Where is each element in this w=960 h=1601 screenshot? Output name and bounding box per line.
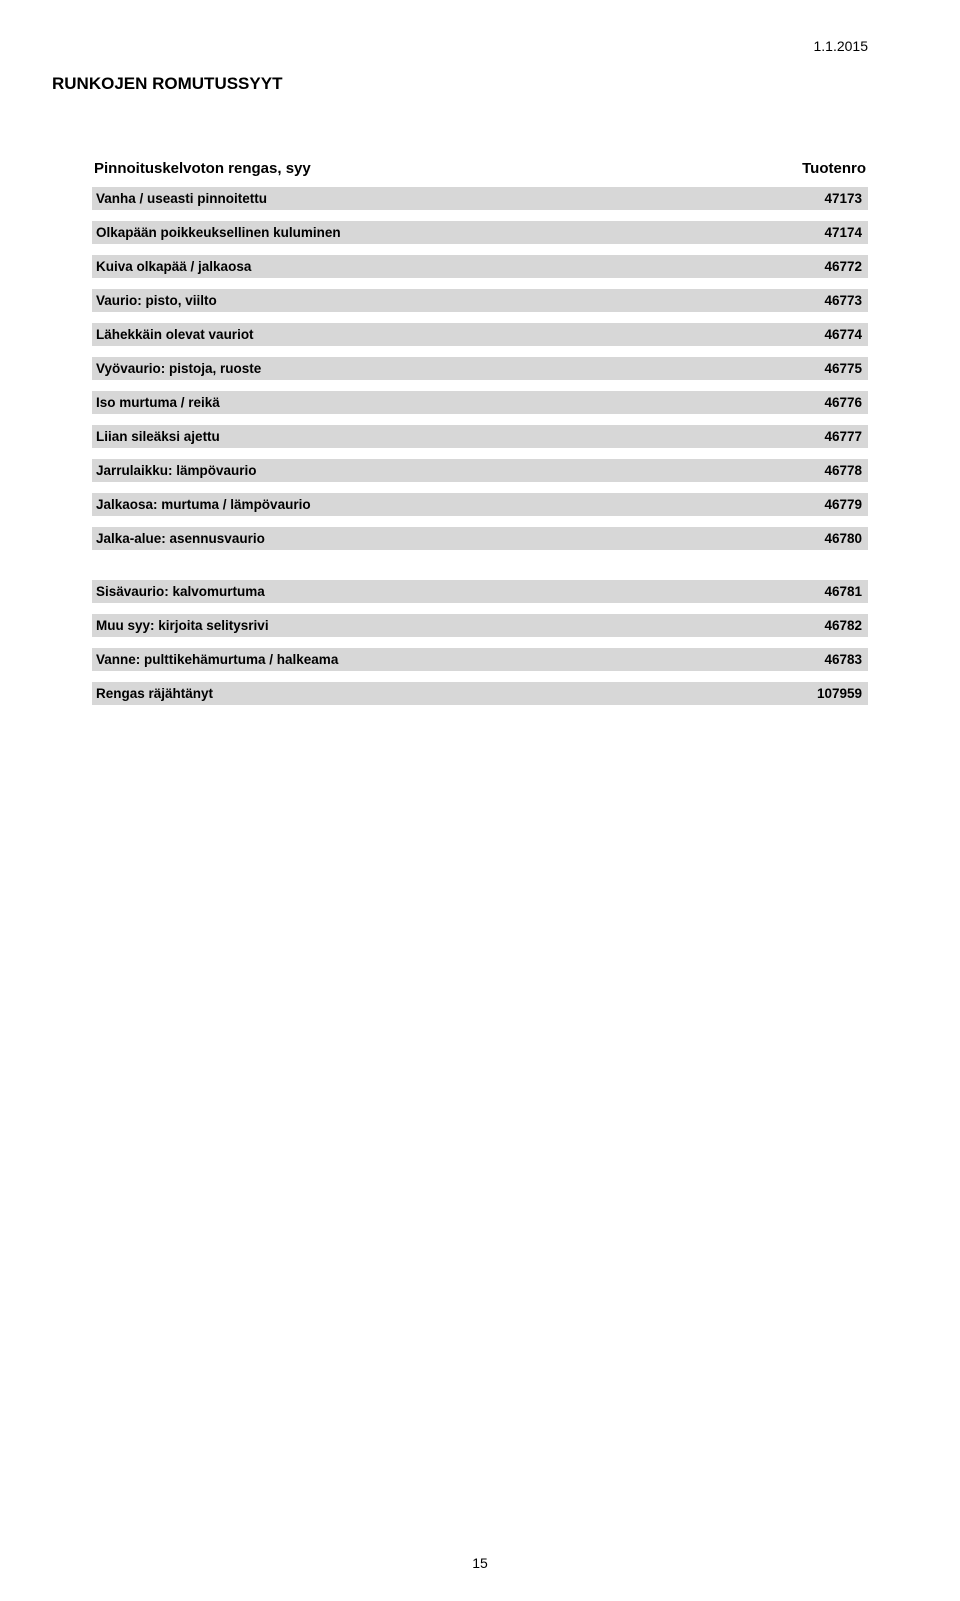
table-row: Vaurio: pisto, viilto46773 <box>92 289 868 312</box>
row-value: 46779 <box>804 497 862 512</box>
table-header-row: Pinnoituskelvoton rengas, syy Tuotenro <box>92 156 868 187</box>
row-label: Jalka-alue: asennusvaurio <box>96 531 804 546</box>
table-row: Jalka-alue: asennusvaurio46780 <box>92 527 868 550</box>
table-row: Lähekkäin olevat vauriot46774 <box>92 323 868 346</box>
table-row: Sisävaurio: kalvomurtuma46781 <box>92 580 868 603</box>
page-container: 1.1.2015 RUNKOJEN ROMUTUSSYYT Pinnoitusk… <box>0 0 960 1601</box>
row-label: Kuiva olkapää / jalkaosa <box>96 259 804 274</box>
header-label: Pinnoituskelvoton rengas, syy <box>94 160 782 177</box>
main-section: Pinnoituskelvoton rengas, syy Tuotenro V… <box>92 156 868 550</box>
row-label: Vaurio: pisto, viilto <box>96 293 804 308</box>
table-row: Muu syy: kirjoita selitysrivi46782 <box>92 614 868 637</box>
row-label: Vanha / useasti pinnoitettu <box>96 191 804 206</box>
table-row: Vanne: pulttikehämurtuma / halkeama46783 <box>92 648 868 671</box>
table-row: Iso murtuma / reikä46776 <box>92 391 868 414</box>
row-value: 46772 <box>804 259 862 274</box>
row-value: 47173 <box>804 191 862 206</box>
row-label: Muu syy: kirjoita selitysrivi <box>96 618 804 633</box>
row-value: 46776 <box>804 395 862 410</box>
row-label: Sisävaurio: kalvomurtuma <box>96 584 804 599</box>
row-label: Vanne: pulttikehämurtuma / halkeama <box>96 652 804 667</box>
table-row: Vanha / useasti pinnoitettu47173 <box>92 187 868 210</box>
secondary-section: Sisävaurio: kalvomurtuma46781 Muu syy: ki… <box>92 580 868 705</box>
document-title: RUNKOJEN ROMUTUSSYYT <box>52 74 868 94</box>
row-value: 46775 <box>804 361 862 376</box>
table-row: Vyövaurio: pistoja, ruoste46775 <box>92 357 868 380</box>
row-label: Jalkaosa: murtuma / lämpövaurio <box>96 497 804 512</box>
row-value: 46773 <box>804 293 862 308</box>
table-row: Rengas räjähtänyt107959 <box>92 682 868 705</box>
row-label: Lähekkäin olevat vauriot <box>96 327 804 342</box>
header-value: Tuotenro <box>782 160 866 177</box>
row-value: 46777 <box>804 429 862 444</box>
row-value: 46778 <box>804 463 862 478</box>
table-row: Jalkaosa: murtuma / lämpövaurio46779 <box>92 493 868 516</box>
row-label: Iso murtuma / reikä <box>96 395 804 410</box>
table-row: Liian sileäksi ajettu46777 <box>92 425 868 448</box>
row-value: 107959 <box>797 686 862 701</box>
row-value: 46783 <box>804 652 862 667</box>
row-value: 46774 <box>804 327 862 342</box>
row-value: 46781 <box>804 584 862 599</box>
row-value: 46782 <box>804 618 862 633</box>
row-value: 47174 <box>804 225 862 240</box>
page-number: 15 <box>0 1555 960 1571</box>
row-label: Jarrulaikku: lämpövaurio <box>96 463 804 478</box>
row-label: Rengas räjähtänyt <box>96 686 797 701</box>
row-value: 46780 <box>804 531 862 546</box>
document-date: 1.1.2015 <box>814 38 869 54</box>
row-label: Vyövaurio: pistoja, ruoste <box>96 361 804 376</box>
table-row: Jarrulaikku: lämpövaurio46778 <box>92 459 868 482</box>
row-label: Olkapään poikkeuksellinen kuluminen <box>96 225 804 240</box>
table-row: Kuiva olkapää / jalkaosa46772 <box>92 255 868 278</box>
table-row: Olkapään poikkeuksellinen kuluminen47174 <box>92 221 868 244</box>
row-label: Liian sileäksi ajettu <box>96 429 804 444</box>
